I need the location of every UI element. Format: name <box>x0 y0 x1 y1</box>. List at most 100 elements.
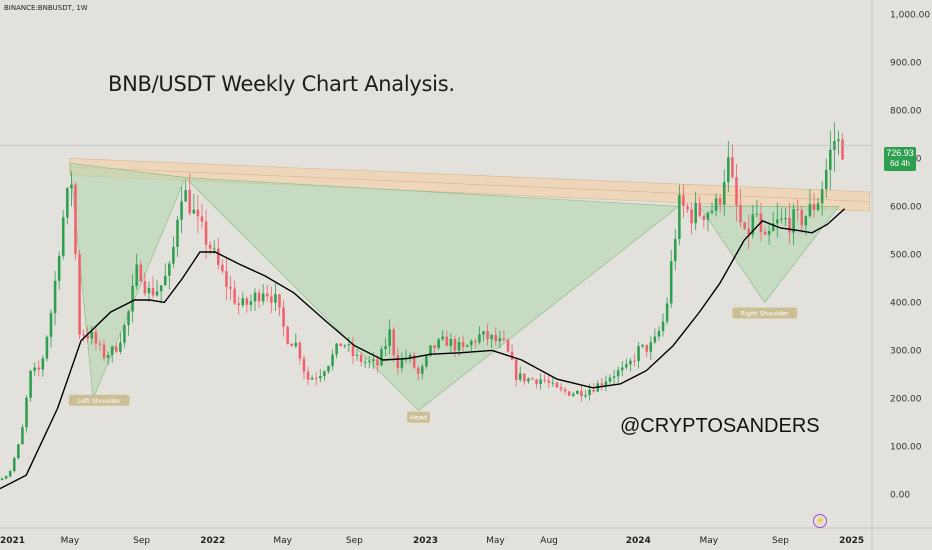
candle-body <box>743 222 746 229</box>
candle-body <box>469 341 473 346</box>
candle-body <box>29 370 32 398</box>
x-tick-label: May <box>273 536 292 546</box>
candle-body <box>278 294 281 308</box>
candle-body <box>653 336 657 343</box>
candle-body <box>404 357 408 359</box>
candle-body <box>669 261 673 304</box>
candle-body <box>237 303 240 306</box>
candle-body <box>735 177 738 206</box>
candle-body <box>649 342 653 352</box>
x-tick-label: 2023 <box>413 536 438 546</box>
candle-body <box>323 371 326 377</box>
candle-body <box>588 389 591 396</box>
x-tick-label: May <box>699 536 718 546</box>
candle-body <box>4 476 8 479</box>
candle-body <box>559 387 563 390</box>
current-price: 726.93 <box>886 148 914 158</box>
lightning-icon[interactable]: ⚡ <box>813 514 827 528</box>
candle-body <box>641 344 644 347</box>
candle-body <box>98 343 102 345</box>
candle-body <box>731 157 734 178</box>
candle-body <box>229 287 232 289</box>
candle-body <box>253 292 257 302</box>
candle-body <box>600 383 604 386</box>
candle-body <box>286 326 289 344</box>
candle-body <box>257 292 261 302</box>
y-tick-label: 300.00 <box>890 346 922 356</box>
candle-body <box>576 390 579 394</box>
candle-body <box>747 228 750 235</box>
candle-body <box>527 378 530 382</box>
candle-body <box>690 209 693 224</box>
y-tick-label: 1,000.00 <box>890 10 930 20</box>
candle-body <box>592 389 595 392</box>
candle-body <box>841 139 844 160</box>
candle-body <box>498 338 502 342</box>
candle-body <box>180 201 183 220</box>
x-tick-label: 2022 <box>200 536 225 546</box>
y-tick-label: 800.00 <box>890 106 922 116</box>
candle-body <box>412 354 416 368</box>
candle-body <box>518 373 522 380</box>
candle-body <box>465 345 469 347</box>
candle-body <box>392 329 396 356</box>
candle-body <box>710 210 714 213</box>
candle-body <box>739 205 742 223</box>
candle-body <box>270 296 273 303</box>
candle-body <box>90 331 94 339</box>
annotation-label: Left Shoulder <box>77 397 121 405</box>
candle-body <box>168 263 171 276</box>
candle-body <box>616 370 620 377</box>
x-tick-label: Sep <box>133 536 150 546</box>
candle-body <box>82 334 85 336</box>
candle-body <box>788 218 791 233</box>
y-tick-label: 0.00 <box>890 490 910 500</box>
candle-body <box>612 376 616 378</box>
candle-body <box>429 345 432 356</box>
candle-body <box>33 367 36 371</box>
candle-body <box>453 338 457 351</box>
candle-body <box>196 209 200 217</box>
candle-body <box>702 215 706 220</box>
candle-body <box>506 339 510 352</box>
candle-body <box>159 285 163 292</box>
candle-body <box>127 311 130 326</box>
candle-body <box>17 444 20 459</box>
candle-body <box>461 342 465 347</box>
x-tick-label: Sep <box>772 536 789 546</box>
candle-body <box>102 344 106 358</box>
candle-body <box>376 359 379 366</box>
candle-body <box>829 149 832 170</box>
candle-body <box>61 217 65 256</box>
candle-body <box>478 334 481 343</box>
candle-body <box>302 358 306 372</box>
candle-body <box>674 239 677 262</box>
candle-body <box>172 246 175 264</box>
candle-body <box>45 336 49 359</box>
candle-body <box>494 335 498 342</box>
candle-body <box>796 209 799 211</box>
candle-body <box>135 264 138 286</box>
candle-body <box>531 378 534 380</box>
pattern-head <box>184 177 680 411</box>
candle-body <box>396 355 400 369</box>
candle-body <box>727 157 730 183</box>
candle-body <box>445 336 449 347</box>
candle-body <box>265 293 269 297</box>
candle-body <box>241 298 245 306</box>
pattern-layer <box>69 162 840 411</box>
candle-body <box>367 361 371 363</box>
candle-body <box>767 230 771 235</box>
candle-body <box>633 360 636 362</box>
candle-body <box>78 254 81 335</box>
candle-body <box>8 471 12 477</box>
author-watermark: @CRYPTOSANDERS <box>620 415 820 437</box>
candle-body <box>233 288 236 304</box>
candle-body <box>106 355 110 358</box>
candle-body <box>327 366 330 372</box>
candle-body <box>580 390 583 397</box>
candle-body <box>449 338 453 347</box>
candle-body <box>551 382 555 384</box>
candle-body <box>221 264 224 272</box>
